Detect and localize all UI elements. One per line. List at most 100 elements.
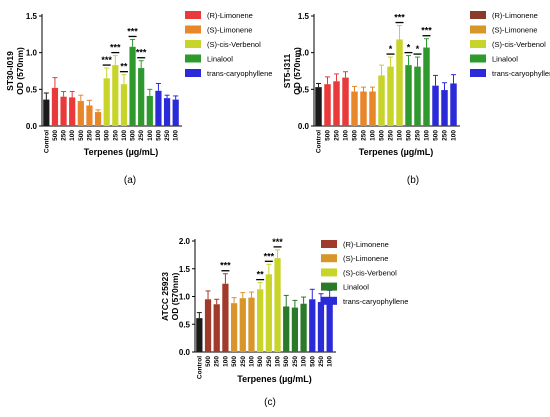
bar <box>441 90 448 126</box>
legend-swatch <box>470 54 486 63</box>
bar <box>333 81 340 126</box>
legend-swatch <box>185 69 201 77</box>
bar <box>155 90 162 126</box>
x-tick-label: 100 <box>451 130 458 141</box>
bar <box>129 46 136 126</box>
bar <box>405 65 412 126</box>
x-tick-label: 500 <box>52 130 59 141</box>
legend-entry: trans-caryophyllene <box>207 69 272 78</box>
bar <box>196 318 203 352</box>
bar <box>396 39 403 126</box>
legend-swatch <box>185 25 201 34</box>
x-tick-label: 250 <box>442 130 449 141</box>
y-tick-label: 1.0 <box>26 49 38 58</box>
significance-label: ** <box>257 270 265 280</box>
y-axis-label: ATCC 25923 <box>160 272 170 321</box>
bar <box>60 96 67 126</box>
bar <box>291 307 299 352</box>
x-tick-label: 100 <box>343 130 350 141</box>
bar <box>163 98 171 126</box>
bar <box>172 99 179 126</box>
legend-entry: Linalool <box>492 55 518 64</box>
significance-label: *** <box>272 237 283 247</box>
legend-entry: trans-caryophyllene <box>343 297 408 306</box>
bar <box>51 87 59 126</box>
significance-label: *** <box>101 55 112 65</box>
x-tick-label: 500 <box>379 130 386 141</box>
bar <box>146 95 153 126</box>
bar <box>257 289 264 352</box>
x-tick-label: 250 <box>61 130 68 141</box>
legend-swatch <box>185 11 201 19</box>
y-axis-label: OD (570nm) <box>292 47 302 95</box>
bar <box>77 101 84 126</box>
y-tick-label: 0.5 <box>298 85 310 94</box>
significance-label: *** <box>220 261 231 271</box>
legend-swatch <box>470 11 486 19</box>
y-axis-label: OD (570nm) <box>15 47 25 95</box>
x-tick-label: 500 <box>352 130 359 141</box>
bar <box>342 77 349 126</box>
x-tick-label: 500 <box>325 130 332 141</box>
x-tick-label: 250 <box>415 130 422 141</box>
x-tick-label: 100 <box>397 130 404 141</box>
bar <box>248 297 255 352</box>
significance-label: ** <box>120 62 128 72</box>
panel-label: (c) <box>264 397 276 408</box>
legend-swatch <box>321 240 337 248</box>
legend-entry: Linalool <box>343 283 369 292</box>
y-tick-label: 1.5 <box>26 12 38 21</box>
bar <box>300 303 307 352</box>
significance-label: *** <box>421 26 432 36</box>
bar <box>324 84 331 126</box>
legend-swatch <box>470 69 486 77</box>
legend-entry: Linalool <box>207 55 233 64</box>
legend-swatch <box>470 40 486 48</box>
x-tick-label: 500 <box>78 130 85 141</box>
legend-swatch <box>321 254 337 263</box>
legend-entry: (R)-Limonene <box>207 11 253 20</box>
bar <box>283 306 290 352</box>
x-tick-label: 100 <box>301 356 308 367</box>
bar <box>414 66 421 126</box>
legend-swatch <box>321 268 337 277</box>
x-tick-label: 500 <box>155 130 162 141</box>
legend-entry: trans-caryophyllene <box>492 69 550 78</box>
x-tick-label: 500 <box>130 130 137 141</box>
y-tick-label: 2.0 <box>179 237 191 246</box>
y-tick-label: 1.5 <box>298 12 310 21</box>
bar <box>423 47 430 126</box>
x-tick-label: 100 <box>173 130 180 141</box>
legend-swatch <box>470 25 486 34</box>
x-axis-label: Terpenes (µg/mL) <box>237 374 312 384</box>
bar <box>315 87 322 126</box>
legend-entry: (S)-cis-Verbenol <box>492 40 546 49</box>
y-tick-label: 0.0 <box>179 348 191 357</box>
bar <box>94 112 102 126</box>
bar <box>274 258 281 352</box>
x-tick-label: 250 <box>318 356 325 367</box>
y-tick-label: 0.5 <box>26 85 38 94</box>
legend-entry: (S)-Limonene <box>207 26 252 35</box>
legend-entry: (S)-cis-Verbenol <box>207 40 261 49</box>
x-tick-label: 250 <box>266 356 273 367</box>
x-tick-label: Control <box>196 356 203 379</box>
bar <box>213 304 220 352</box>
bar <box>230 303 238 352</box>
legend-swatch <box>185 40 201 48</box>
x-tick-label: 100 <box>69 130 76 141</box>
x-tick-label: 250 <box>292 356 299 367</box>
x-tick-label: 100 <box>248 356 255 367</box>
significance-label: * <box>407 43 411 53</box>
legend-entry: (R)-Limonene <box>343 240 389 249</box>
significance-label: *** <box>127 26 138 36</box>
legend-entry: (R)-Limonene <box>492 11 538 20</box>
legend-swatch <box>185 54 201 63</box>
bar <box>309 299 316 352</box>
bar <box>204 299 212 352</box>
x-tick-label: 100 <box>424 130 431 141</box>
y-tick-label: 1.0 <box>298 49 310 58</box>
x-tick-label: 500 <box>231 356 238 367</box>
bar <box>450 83 457 126</box>
